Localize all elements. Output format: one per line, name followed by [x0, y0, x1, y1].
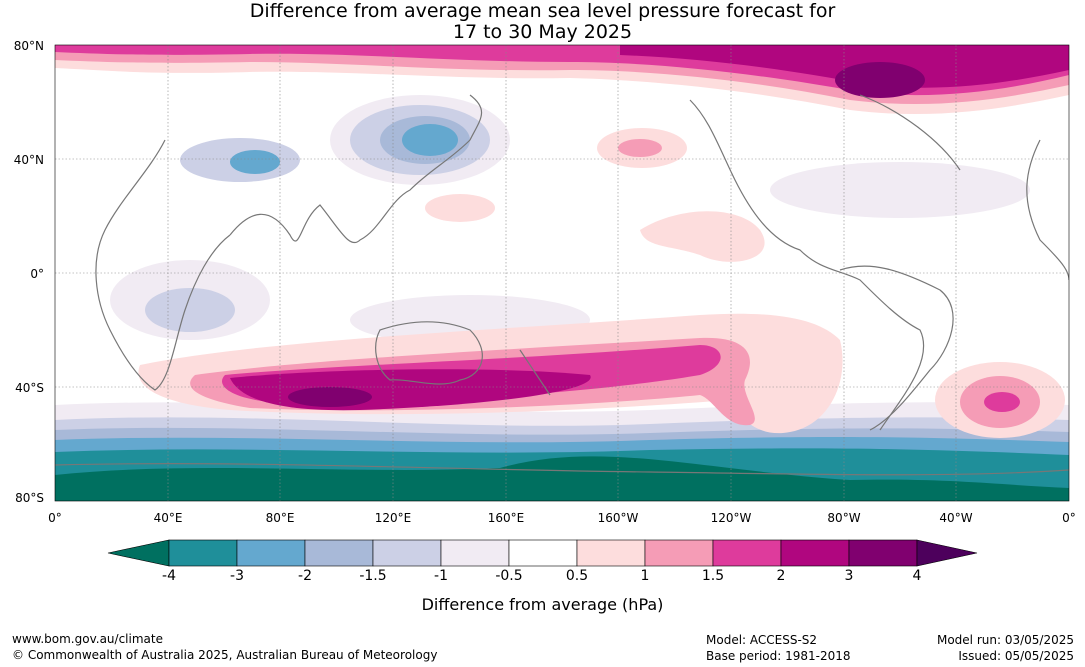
footer-issued: Issued: 05/05/2025	[958, 649, 1074, 663]
lon-label-80w: 80°W	[827, 511, 860, 525]
colorbar-segment	[440, 539, 510, 567]
map-field	[55, 45, 1069, 501]
lon-label-120w: 120°W	[711, 511, 752, 525]
lat-label-40s: 40°S	[15, 381, 44, 395]
lat-label-40n: 40°N	[14, 153, 44, 167]
colorbar-arrow-high	[916, 539, 978, 567]
colorbar-tick-label: 0.5	[565, 568, 589, 584]
lat-label-eq: 0°	[30, 267, 44, 281]
lon-label-120e: 120°E	[375, 511, 412, 525]
colorbar-segment	[236, 539, 306, 567]
lon-label-160w: 160°W	[598, 511, 639, 525]
lon-label-160e: 160°E	[488, 511, 525, 525]
footer-model-run: Model run: 03/05/2025	[936, 633, 1074, 647]
footer-url: www.bom.gov.au/climate	[12, 632, 163, 646]
colorbar-segment	[576, 539, 646, 567]
lon-label-40e: 40°E	[154, 511, 183, 525]
colorbar-tick-label: 1.5	[701, 568, 725, 584]
colorbar-tick-label: -4	[162, 568, 176, 584]
colorbar-segment	[848, 539, 918, 567]
colorbar-tick-label: -1.5	[359, 568, 387, 584]
chart-title-line1: Difference from average mean sea level p…	[249, 0, 836, 22]
lon-label-40w: 40°W	[939, 511, 972, 525]
colorbar-segment	[712, 539, 782, 567]
footer-base-period: Base period: 1981-2018	[706, 649, 851, 663]
colorbar-tick-label: -2	[298, 568, 312, 584]
coastlines	[55, 94, 1069, 476]
colorbar-label: Difference from average (hPa)	[421, 595, 664, 614]
colorbar-tick-label: 3	[844, 568, 854, 584]
colorbar-segment	[780, 539, 850, 567]
lon-label-80e: 80°E	[266, 511, 295, 525]
graticule	[55, 45, 1069, 501]
colorbar-arrow-low	[107, 539, 170, 567]
colorbar	[107, 539, 978, 567]
colorbar-segment	[304, 539, 374, 567]
lon-label-0-right: 0°	[1062, 511, 1076, 525]
colorbar-tick-label: -1	[434, 568, 448, 584]
colorbar-tick-label: 4	[912, 568, 922, 584]
colorbar-segment	[508, 539, 578, 567]
colorbar-tick-label: -0.5	[495, 568, 523, 584]
colorbar-tick-label: 2	[776, 568, 786, 584]
colorbar-tick-label: 1	[640, 568, 650, 584]
colorbar-tick-label: -3	[230, 568, 244, 584]
footer-copyright: © Commonwealth of Australia 2025, Austra…	[12, 648, 438, 662]
footer-model: Model: ACCESS-S2	[706, 633, 818, 647]
colorbar-segment	[372, 539, 442, 567]
colorbar-segment	[644, 539, 714, 567]
chart-title-line2: 17 to 30 May 2025	[452, 21, 633, 43]
lat-label-80n: 80°N	[14, 39, 44, 53]
colorbar-segment	[168, 539, 238, 567]
lon-label-0-left: 0°	[48, 511, 62, 525]
lat-label-80s: 80°S	[15, 491, 44, 505]
